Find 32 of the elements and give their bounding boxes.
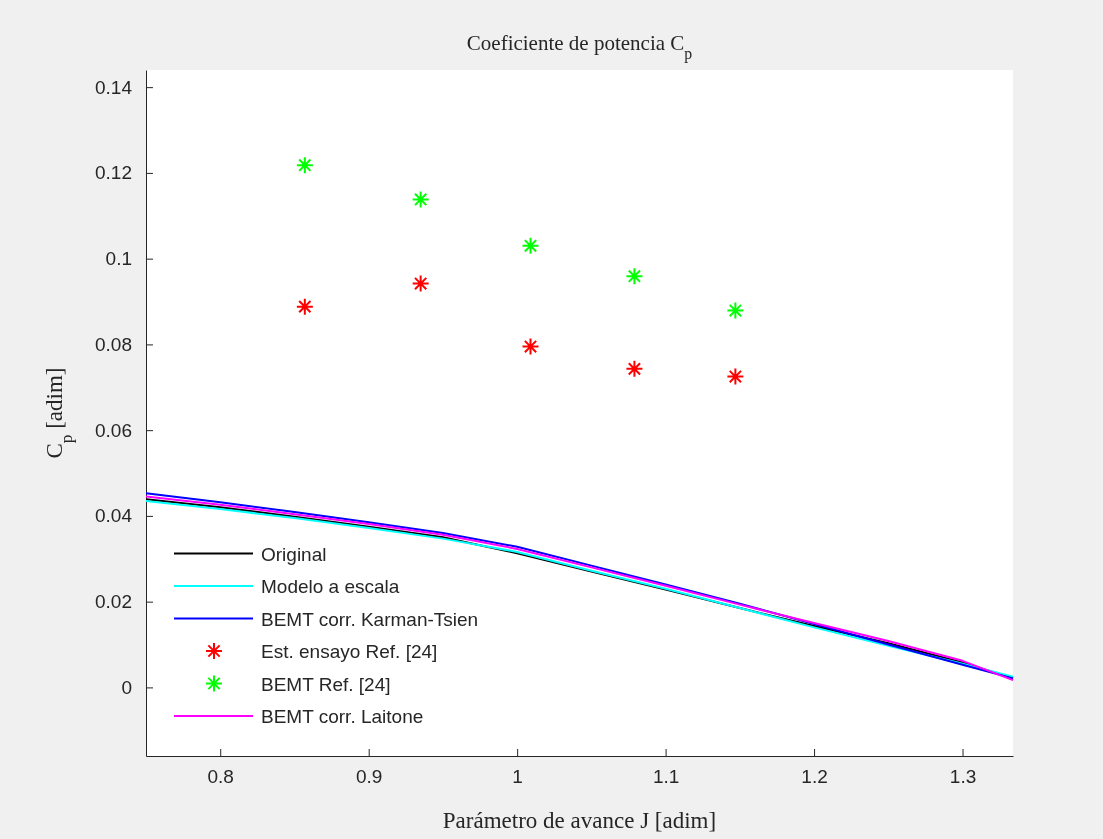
- legend-label: BEMT Ref. [24]: [261, 673, 391, 695]
- x-tick-label: 1.2: [801, 766, 828, 788]
- legend-label: BEMT corr. Karman-Tsien: [261, 608, 479, 630]
- point: [521, 337, 540, 356]
- y-tick-label: 0.12: [95, 162, 132, 184]
- point: [726, 367, 745, 386]
- point: [625, 359, 644, 378]
- y-tick-label: 0: [121, 676, 132, 698]
- y-tick-label: 0.14: [95, 76, 133, 98]
- x-tick-label: 1: [512, 766, 523, 788]
- y-tick-label: 0.1: [105, 248, 132, 270]
- x-axis-title: Parámetro de avance J [adim]: [442, 808, 717, 833]
- y-tick-label: 0.02: [95, 591, 132, 613]
- legend-label: BEMT corr. Laitone: [261, 706, 424, 727]
- y-tick-label: 0.08: [95, 333, 132, 355]
- point: [295, 156, 314, 175]
- x-tick-label: 0.8: [207, 766, 234, 788]
- point: [521, 236, 540, 255]
- point: [411, 274, 430, 293]
- y-tick-label: 0.04: [95, 505, 133, 527]
- x-tick-label: 1.3: [949, 766, 977, 788]
- x-tick-label: 0.9: [355, 766, 383, 788]
- y-tick-label: 0.06: [95, 419, 132, 441]
- legend-label: Original: [261, 543, 327, 565]
- legend-label: Est. ensayo Ref. [24]: [261, 641, 438, 662]
- point: [411, 190, 430, 209]
- x-tick-label: 1.1: [652, 766, 680, 788]
- point: [295, 297, 314, 316]
- chart-title: Coeficiente de potencia C$_{p}$: [466, 31, 693, 63]
- legend-label: Modelo a escala: [261, 576, 400, 597]
- point: [625, 267, 644, 286]
- point: [726, 301, 745, 320]
